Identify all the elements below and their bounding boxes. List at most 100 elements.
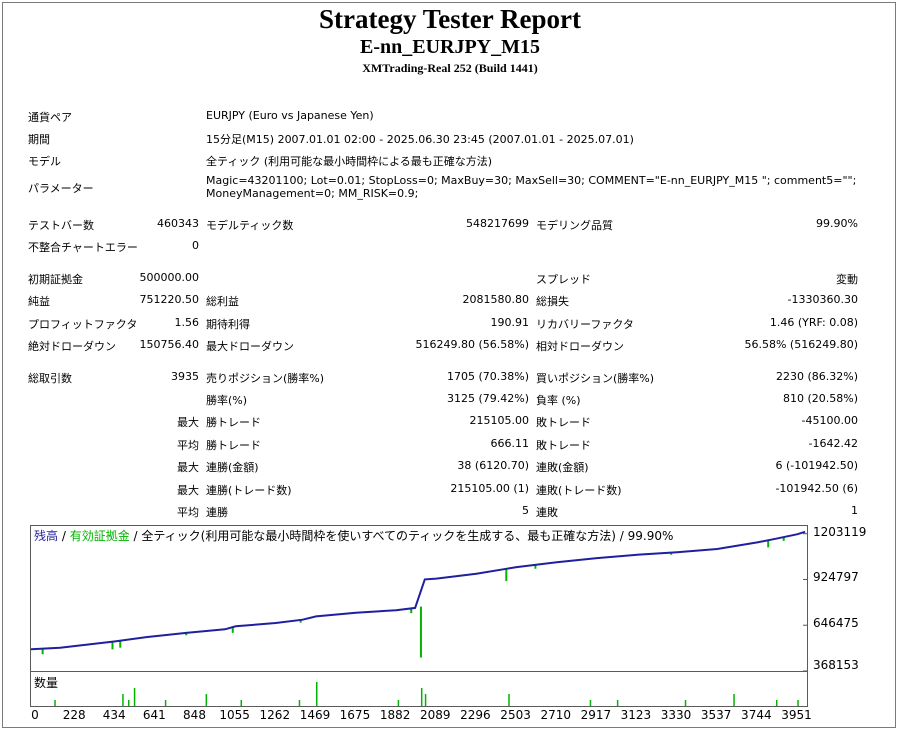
long-value: 2230 (86.32%)	[775, 370, 858, 383]
cons-loss-label: 連敗(トレード数)	[536, 484, 622, 497]
expected-value: 190.91	[490, 316, 530, 329]
row-max-trade: 最大 勝トレード 215105.00 敗トレード -45100.00	[0, 411, 900, 431]
x-tick-label: 848	[183, 708, 206, 722]
cons-profit-label: 連勝(トレード数)	[206, 484, 292, 497]
row-mismatch: 不整合チャートエラー 0	[0, 236, 900, 256]
net-value: 751220.50	[139, 293, 200, 306]
row-avg-cons: 平均 連勝 5 連敗 1	[0, 501, 900, 521]
max-label-2: 最大	[177, 461, 199, 474]
cons-wins-label: 連勝(金額)	[206, 461, 259, 474]
pf-label: プロフィットファクタ	[28, 318, 138, 331]
recovery-value: 1.46 (YRF: 0.08)	[769, 316, 858, 329]
expected-label: 期待利得	[206, 318, 250, 331]
avg-cons-loss-value: 1	[851, 504, 858, 517]
volume-bar	[589, 700, 592, 706]
ticks-label: モデルティック数	[206, 219, 294, 232]
volume-bar	[133, 688, 136, 706]
x-tick-label: 2503	[500, 708, 531, 722]
x-axis: 0 228 434 641 848 1055 1262 1469 1675 1882 2089 229…	[0, 706, 900, 724]
avg-cons-loss-label: 連敗	[536, 506, 558, 519]
bars-label: テストバー数	[28, 219, 94, 232]
max-win-value: 215105.00	[469, 414, 530, 427]
row-cons-count: 最大 連勝(トレード数) 215105.00 (1) 連敗(トレード数) -10…	[0, 479, 900, 499]
volume-bar	[240, 700, 243, 706]
cons-losses-value: 6 (-101942.50)	[775, 459, 858, 472]
period-value: 15分足(M15) 2007.01.01 02:00 - 2025.06.30 …	[206, 133, 634, 146]
y-tick-label: 924797	[813, 570, 859, 585]
spread-value: 変動	[836, 273, 858, 286]
volume-bar	[775, 700, 778, 706]
max-dd-label: 最大ドローダウン	[206, 340, 294, 353]
mismatch-label: 不整合チャートエラー	[28, 241, 138, 254]
gross-loss-value: -1330360.30	[787, 293, 858, 306]
x-tick-label: 0	[31, 708, 39, 722]
balance-chart	[30, 525, 808, 672]
volume-bar	[298, 700, 301, 706]
win-pct-label: 勝率(%)	[206, 394, 248, 407]
max-loss-value: -45100.00	[801, 414, 858, 427]
trades-label: 総取引数	[28, 372, 72, 385]
quality-value: 99.90%	[816, 217, 858, 230]
max-label: 最大	[177, 416, 199, 429]
chart-legend: 残高 / 有効証拠金 / 全ティック(利用可能な最小時間枠を使いすべてのティック…	[34, 527, 673, 544]
x-tick-label: 228	[62, 708, 86, 722]
x-tick-label: 2089	[419, 708, 451, 722]
server-build: XMTrading-Real 252 (Build 1441)	[362, 61, 538, 75]
volume-bar	[733, 694, 735, 706]
ticks-value: 548217699	[466, 217, 529, 230]
balance-chart-svg	[30, 530, 807, 672]
max-label-3: 最大	[177, 484, 199, 497]
volume-bar	[508, 694, 510, 706]
legend-balance: 残高	[34, 529, 59, 543]
row-trades: 総取引数 3935 売りポジション(勝率%) 1705 (70.38%) 買いポ…	[0, 367, 900, 387]
row-model: モデル 全ティック (利用可能な最小時間枠による最も正確な方法)	[0, 150, 900, 170]
x-tick-label: 2296	[460, 708, 491, 722]
cons-losses-label: 連敗(金額)	[536, 461, 589, 474]
legend-equity: 有効証拠金	[69, 529, 130, 543]
row-winpct: 勝率(%) 3125 (79.42%) 負率 (%) 810 (20.58%)	[0, 389, 900, 409]
x-tick-label: 1469	[299, 708, 331, 722]
max-dd-value: 516249.80 (56.58%)	[415, 338, 529, 351]
volume-bar	[54, 700, 56, 706]
volume-chart-svg	[54, 682, 799, 706]
row-bars: テストバー数 460343 モデルティック数 548217699 モデリング品質…	[0, 214, 900, 234]
volume-bar	[128, 700, 130, 706]
mismatch-value: 0	[192, 239, 199, 252]
volume-chart	[30, 671, 808, 707]
avg-cons-win-label: 連勝	[206, 506, 228, 519]
cons-wins-value: 38 (6120.70)	[457, 459, 529, 472]
short-label: 売りポジション(勝率%)	[206, 372, 325, 385]
avg-win-label: 勝トレード	[206, 439, 261, 452]
max-win-label: 勝トレード	[206, 416, 261, 429]
x-tick-label: 434	[102, 708, 126, 722]
row-dd: 絶対ドローダウン 150756.40 最大ドローダウン 516249.80 (5…	[0, 335, 900, 355]
legend-separator: /	[129, 529, 142, 543]
legend-model: 全ティック(利用可能な最小時間枠を使いすべてのティックを生成する、最も正確な方法…	[141, 529, 674, 543]
model-value: 全ティック (利用可能な最小時間枠による最も正確な方法)	[206, 155, 493, 168]
x-tick-label: 3537	[700, 708, 732, 722]
row-net: 純益 751220.50 総利益 2081580.80 総損失 -1330360…	[0, 290, 900, 310]
win-pct-value: 3125 (79.42%)	[446, 392, 529, 405]
params-label: パラメーター	[28, 182, 94, 195]
params-line2: MoneyManagement=0; MM_RISK=0.9;	[206, 187, 419, 200]
y-tick-label: 646475	[813, 616, 859, 631]
volume-bar	[205, 694, 208, 706]
row-pf: プロフィットファクタ 1.56 期待利得 190.91 リカバリーファクタ 1.…	[0, 313, 900, 333]
model-label: モデル	[28, 155, 61, 168]
volume-bar	[420, 688, 423, 706]
ea-name: E-nn_EURJPY_M15	[359, 36, 540, 58]
deposit-value: 500000.00	[139, 271, 200, 284]
x-tick-label: 1882	[379, 708, 411, 722]
bars-value: 460343	[157, 217, 199, 230]
quality-label: モデリング品質	[536, 219, 613, 232]
avg-loss-label: 敗トレード	[536, 439, 591, 452]
y-tick-label: 1203119	[813, 524, 867, 539]
balance-line	[30, 530, 806, 651]
x-tick-label: 3951	[781, 708, 812, 722]
net-label: 純益	[28, 295, 50, 308]
avg-label-2: 平均	[177, 506, 199, 519]
params-line1: Magic=43201100; Lot=0.01; StopLoss=0; Ma…	[206, 174, 857, 187]
pf-value: 1.56	[174, 316, 200, 329]
x-tick-label: 2710	[540, 708, 572, 722]
report-title: Strategy Tester Report	[319, 4, 581, 34]
